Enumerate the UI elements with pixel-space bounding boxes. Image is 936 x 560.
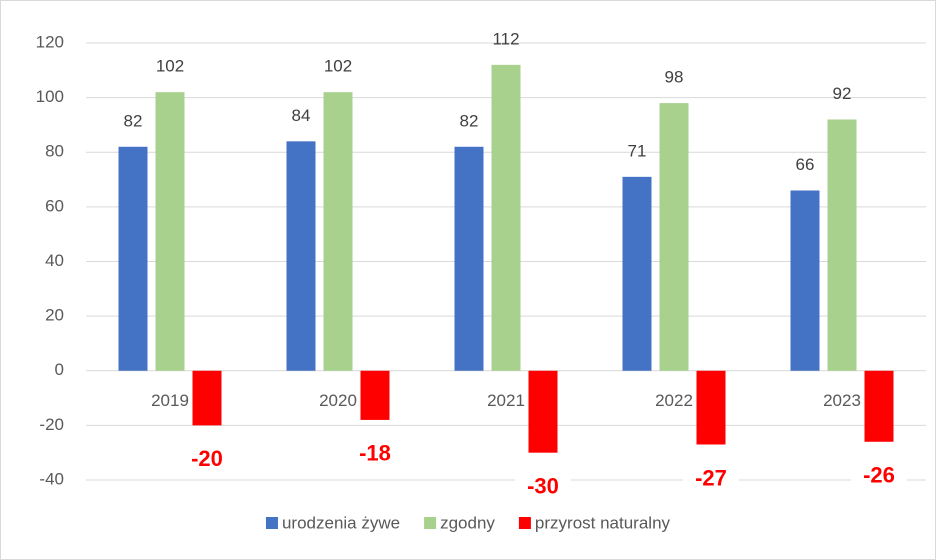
data-label: 102 <box>156 57 184 76</box>
legend-swatch <box>424 517 437 529</box>
data-label: 84 <box>292 106 311 125</box>
data-label: 66 <box>796 155 815 174</box>
data-label: -27 <box>695 465 727 490</box>
bar <box>155 92 185 371</box>
y-tick-label: 40 <box>45 251 64 270</box>
legend-swatch <box>265 517 278 529</box>
bar <box>454 146 484 371</box>
data-label: 82 <box>124 111 143 130</box>
bar <box>864 370 894 442</box>
data-label-background <box>851 461 907 492</box>
bar <box>118 146 148 371</box>
y-tick-label: -20 <box>39 415 64 434</box>
bar <box>192 370 222 426</box>
data-label: 112 <box>492 29 519 48</box>
bar <box>696 370 726 445</box>
data-label: -30 <box>527 474 559 499</box>
data-label: -20 <box>191 446 223 471</box>
y-tick-label: -40 <box>39 469 64 488</box>
data-label-background <box>347 439 403 470</box>
y-tick-label: 100 <box>36 87 64 106</box>
y-tick-label: 80 <box>45 142 64 161</box>
data-label-background <box>515 472 571 503</box>
bar <box>323 92 353 371</box>
data-label: 102 <box>324 57 352 76</box>
legend: urodzenia żywe zgodny przyrost naturalny <box>265 513 671 532</box>
x-tick-label: 2022 <box>655 391 693 410</box>
x-tick-label: 2020 <box>319 391 357 410</box>
y-tick-label: 60 <box>45 196 64 215</box>
y-tick-label: 120 <box>36 32 64 51</box>
data-label: -18 <box>359 441 391 466</box>
legend-swatch <box>518 517 531 529</box>
x-tick-label: 2021 <box>487 391 525 410</box>
bar <box>790 190 820 371</box>
bar <box>491 64 521 371</box>
bar <box>622 176 652 371</box>
y-tick-label: 0 <box>55 360 64 379</box>
legend-label: zgodny <box>440 513 495 532</box>
bar <box>360 370 390 420</box>
y-tick-label: 20 <box>45 306 64 325</box>
bar <box>528 370 558 453</box>
data-label: -26 <box>863 463 895 488</box>
x-tick-label: 2019 <box>151 391 189 410</box>
data-label: 98 <box>665 68 684 87</box>
x-tick-label: 2023 <box>823 391 861 410</box>
data-label-background <box>179 445 235 476</box>
data-label-background <box>683 464 739 495</box>
data-label: 92 <box>833 84 852 103</box>
data-label: 82 <box>460 111 479 130</box>
legend-label: urodzenia żywe <box>282 513 400 532</box>
data-label: 71 <box>628 141 647 160</box>
bar <box>286 141 316 371</box>
bar <box>659 103 689 371</box>
bar <box>827 119 857 371</box>
legend-label: przyrost naturalny <box>535 513 671 532</box>
